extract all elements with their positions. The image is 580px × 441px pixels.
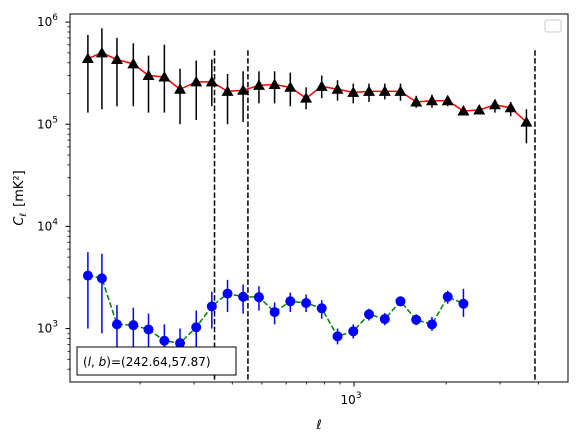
series-1-point-11 xyxy=(253,292,264,303)
series-0-point-1 xyxy=(95,46,108,58)
series-0-point-3 xyxy=(127,57,140,69)
legend-box xyxy=(544,19,562,33)
series-1-point-4 xyxy=(143,324,154,335)
series-1-point-24 xyxy=(458,298,469,309)
y-axis-title: Cℓ[mK²] xyxy=(12,170,29,225)
series-1-point-8 xyxy=(206,301,217,312)
series-1 xyxy=(82,252,469,370)
y-tick-label-3: 106 xyxy=(37,13,58,29)
series-layer xyxy=(81,28,533,370)
series-0-point-19 xyxy=(378,85,391,96)
series-0-point-18 xyxy=(363,85,376,96)
series-1-point-1 xyxy=(96,273,107,284)
series-1-point-17 xyxy=(348,326,359,337)
series-0-point-2 xyxy=(110,53,123,65)
series-1-point-18 xyxy=(364,309,375,320)
series-0-point-21 xyxy=(410,96,423,107)
series-1-point-10 xyxy=(238,291,249,302)
series-1-point-15 xyxy=(316,303,327,314)
series-0 xyxy=(81,28,533,144)
series-0-point-22 xyxy=(425,94,438,106)
y-tick-label-0: 103 xyxy=(37,320,58,336)
series-0-point-12 xyxy=(268,78,281,89)
series-0-point-0 xyxy=(81,52,94,64)
plot-frame xyxy=(69,13,569,383)
series-1-point-22 xyxy=(426,319,437,330)
series-0-point-9 xyxy=(221,85,234,96)
series-0-point-8 xyxy=(205,75,218,87)
series-0-point-28 xyxy=(520,116,533,127)
series-1-point-7 xyxy=(191,322,202,333)
series-1-point-0 xyxy=(82,270,93,281)
series-0-point-13 xyxy=(284,81,297,92)
series-0-point-24 xyxy=(457,104,470,116)
series-1-point-12 xyxy=(269,307,280,318)
series-1-point-20 xyxy=(395,296,406,307)
series-1-point-13 xyxy=(285,296,296,307)
series-0-point-27 xyxy=(504,101,517,113)
series-0-point-15 xyxy=(315,80,328,91)
series-0-point-23 xyxy=(441,94,454,106)
x-axis-title: ℓ xyxy=(315,418,321,433)
series-1-point-19 xyxy=(379,314,390,325)
series-1-point-16 xyxy=(332,331,343,342)
series-0-point-7 xyxy=(190,75,203,87)
series-1-point-14 xyxy=(301,298,312,308)
series-0-point-11 xyxy=(252,79,265,90)
axis-ticks: 103 103 104 105 106 xyxy=(37,13,539,407)
series-0-point-10 xyxy=(237,84,250,95)
series-1-point-9 xyxy=(222,288,233,299)
series-1-point-3 xyxy=(128,320,139,331)
series-0-point-26 xyxy=(488,98,501,110)
series-0-point-20 xyxy=(394,85,407,96)
series-0-point-25 xyxy=(473,103,486,115)
series-1-point-23 xyxy=(442,291,453,302)
series-0-point-16 xyxy=(331,83,344,94)
series-1-point-5 xyxy=(159,335,170,346)
series-0-point-14 xyxy=(300,92,313,103)
series-0-point-17 xyxy=(347,86,360,97)
coordinate-annotation: (l, b)=(242.64,57.87) xyxy=(76,346,237,376)
y-tick-label-1: 104 xyxy=(37,217,58,233)
annotation-text: (l, b)=(242.64,57.87) xyxy=(83,355,211,369)
series-0-point-4 xyxy=(142,69,155,81)
x-tick-label-0: 103 xyxy=(341,391,362,407)
series-1-point-2 xyxy=(111,319,122,330)
annotation-box xyxy=(76,346,237,376)
series-1-point-21 xyxy=(411,314,422,325)
y-tick-label-2: 105 xyxy=(37,115,58,131)
series-0-point-5 xyxy=(158,71,171,82)
series-1-point-6 xyxy=(175,338,186,349)
series-0-point-6 xyxy=(174,83,187,94)
